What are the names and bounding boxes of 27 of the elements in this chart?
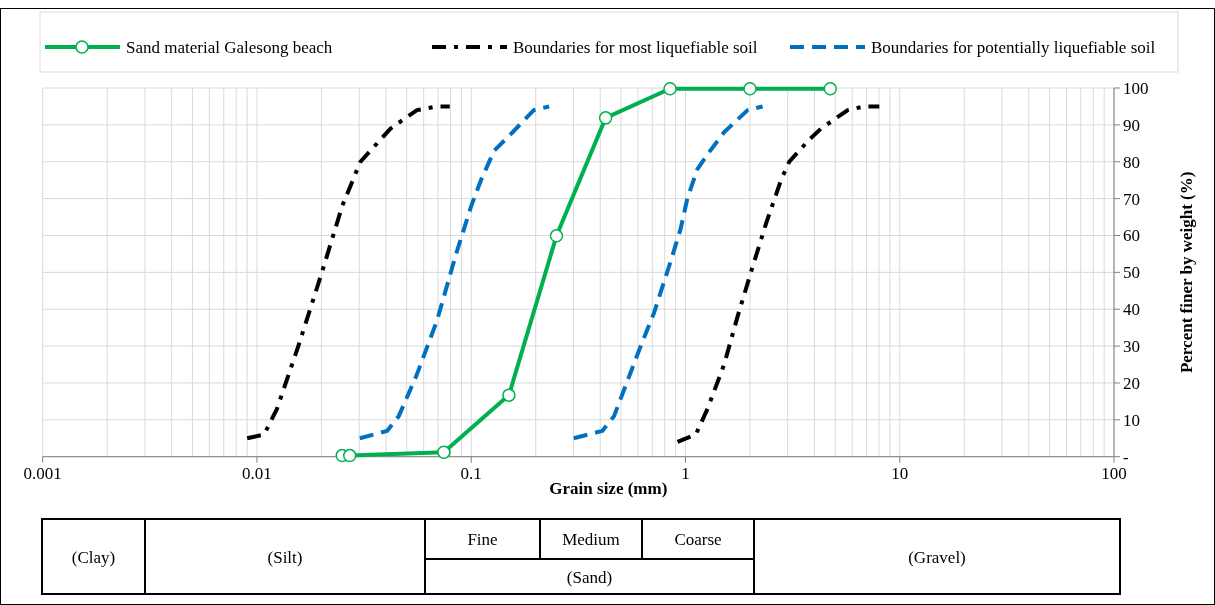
text: (Gravel) [908, 547, 966, 567]
y-tick-label: 80 [1123, 152, 1140, 172]
y-tick-label: 60 [1123, 226, 1140, 246]
text: Medium [562, 530, 620, 549]
text: (Clay) [71, 547, 116, 567]
x-tick-label: 0.01 [242, 463, 272, 483]
x-tick-label: 0.001 [23, 463, 62, 483]
y-tick-label: 20 [1123, 373, 1140, 393]
x-tick-label: 1 [681, 463, 690, 483]
y-tick-label: 100 [1123, 79, 1149, 98]
y-tick-label: 40 [1123, 300, 1140, 320]
x-axis-title: Grain size (mm) [549, 478, 668, 498]
text: Coarse [674, 530, 722, 549]
text: Fine [467, 530, 498, 549]
legend-label: Boundaries for potentially liquefiable soil [871, 38, 1156, 57]
y-tick-label: 70 [1123, 189, 1140, 209]
text: (Silt) [267, 547, 303, 567]
y-tick-label: 30 [1123, 337, 1140, 357]
y-axis-title: Percent finer by weight (%) [1177, 171, 1196, 374]
y-tick-label: 90 [1123, 115, 1140, 135]
legend-label: Sand material Galesong beach [126, 38, 333, 57]
legend-label: Boundaries for most liquefiable soil [513, 38, 758, 57]
y-tick-label: 50 [1123, 263, 1140, 283]
y-tick-label: 10 [1123, 410, 1140, 430]
x-tick-label: 0.1 [460, 463, 482, 483]
text: (Sand) [566, 567, 613, 587]
x-tick-label: 10 [891, 463, 909, 483]
